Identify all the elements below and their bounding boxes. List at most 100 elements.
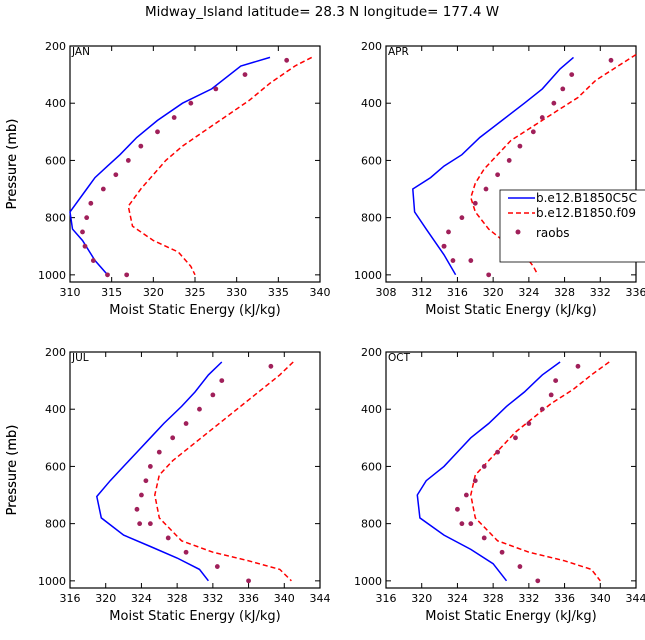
y-tick-label: 600 (45, 154, 66, 167)
raobs-point (548, 392, 554, 398)
raobs-point (608, 57, 614, 63)
raobs-point (472, 200, 478, 206)
x-tick-label: 332 (518, 592, 539, 605)
series-line-f09 (470, 361, 610, 582)
y-axis-label: Pressure (mb) (5, 425, 20, 516)
raobs-point (242, 72, 248, 78)
x-tick-label: 330 (226, 286, 247, 299)
x-tick-label: 336 (238, 592, 259, 605)
raobs-point (219, 378, 225, 384)
raobs-point (468, 521, 474, 527)
raobs-point (268, 363, 274, 369)
raobs-point (156, 449, 162, 455)
y-tick-label: 1000 (354, 269, 382, 282)
panel-label: JUL (71, 352, 89, 364)
x-tick-label: 344 (626, 592, 645, 605)
panel-oct: 316 320 324 328 332 336 340 344 200 400 600 800 1000… (5, 346, 645, 624)
x-tick-label: 344 (310, 592, 331, 605)
x-tick-label: 320 (411, 592, 432, 605)
raobs-point (183, 421, 189, 426)
plot-frame (69, 45, 321, 283)
y-tick-label: 200 (361, 40, 382, 53)
y-tick-label: 600 (361, 154, 382, 167)
panels: 310 315 320 325 330 335 340 200 400 600 800 1000 JAN… (5, 40, 645, 624)
panel-label: APR (388, 46, 409, 58)
raobs-point (481, 535, 487, 541)
raobs-point (459, 521, 465, 527)
raobs-point (183, 549, 189, 555)
y-tick-label: 400 (361, 403, 382, 416)
raobs-point (446, 229, 451, 235)
raobs-point (526, 421, 532, 426)
raobs-point (82, 243, 88, 249)
raobs-point (495, 172, 501, 178)
legend-label-f09: b.e12.B1850.f09 (536, 206, 636, 220)
raobs-point (517, 564, 523, 569)
y-tick-label: 1000 (354, 575, 382, 588)
x-tick-label: 316 (376, 592, 397, 605)
y-tick-label: 800 (45, 212, 66, 225)
raobs-point (171, 115, 177, 120)
raobs-point (450, 258, 456, 263)
y-tick-label: 1000 (38, 575, 66, 588)
raobs-point (486, 272, 492, 278)
x-tick-label: 340 (274, 592, 295, 605)
raobs-point (165, 535, 171, 541)
figure-title: Midway_Island latitude= 28.3 N longitude… (145, 4, 499, 20)
raobs-point (100, 186, 106, 192)
y-axis-label: Pressure (mb) (5, 119, 20, 210)
raobs-point (188, 100, 194, 106)
y-tick-label: 800 (45, 518, 66, 531)
raobs-point (551, 100, 557, 106)
legend: b.e12.B1850C5C b.e12.B1850.f09 raobs (499, 189, 645, 263)
x-tick-label: 324 (131, 592, 152, 605)
y-tick-label: 800 (361, 518, 382, 531)
y-tick-label: 800 (361, 212, 382, 225)
y-axis-label: Pressure (mb) (5, 425, 20, 516)
series-line-f09 (154, 361, 294, 582)
panel-jan: 310 315 320 325 330 335 340 200 400 600 800 1000 JAN… (5, 40, 331, 318)
raobs-point (134, 506, 140, 512)
panel-jul: 316 320 324 328 332 336 340 344 200 400 600 800 1000… (5, 346, 331, 624)
y-tick-label: 200 (361, 346, 382, 359)
legend-swatch-raobs (515, 229, 521, 235)
series-line-c5 (95, 361, 223, 582)
raobs-point (463, 492, 469, 498)
raobs-point (147, 521, 153, 527)
raobs-point (90, 258, 96, 263)
raobs-point (197, 406, 202, 412)
raobs-point (80, 229, 85, 235)
raobs-point (539, 406, 545, 412)
series-line-c5 (69, 56, 271, 276)
raobs-point (468, 258, 474, 263)
series-line-f09 (127, 56, 313, 276)
x-tick-label: 320 (95, 592, 116, 605)
raobs-point (88, 200, 94, 206)
legend-box (499, 189, 645, 263)
panel-label: OCT (388, 352, 411, 364)
raobs-point (499, 549, 505, 555)
y-tick-label: 400 (45, 403, 66, 416)
raobs-point (147, 464, 153, 469)
y-tick-label: 1000 (38, 269, 66, 282)
raobs-point (84, 215, 90, 221)
x-tick-label: 308 (376, 286, 397, 299)
raobs-point (530, 129, 536, 135)
raobs-point (125, 158, 131, 163)
x-tick-label: 315 (101, 286, 122, 299)
x-tick-label: 340 (310, 286, 331, 299)
x-tick-label: 316 (60, 592, 81, 605)
raobs-point (143, 478, 149, 484)
y-tick-label: 600 (361, 460, 382, 473)
raobs-point (560, 86, 566, 92)
plot-frame (385, 351, 637, 589)
x-axis-label: Moist Static Energy (kJ/kg) (109, 609, 280, 624)
y-tick-label: 200 (45, 40, 66, 53)
y-tick-label: 400 (361, 97, 382, 110)
raobs-point (513, 435, 518, 441)
x-tick-label: 328 (554, 286, 575, 299)
raobs-point (138, 143, 144, 149)
raobs-point (213, 86, 219, 92)
legend-label-raobs: raobs (536, 226, 570, 240)
